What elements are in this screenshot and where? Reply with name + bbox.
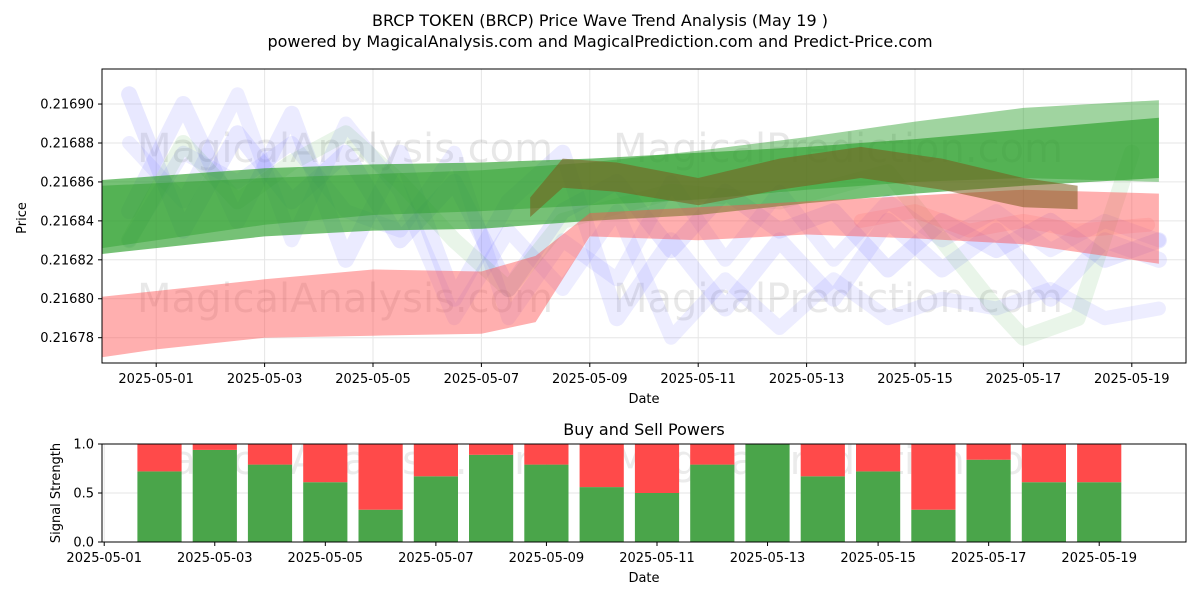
price-x-tick-label: 2025-05-01 [118,372,194,387]
signal-x-tick-label: 2025-05-19 [1061,551,1137,566]
signal-x-axis: 2025-05-01 2025-05-03 2025-05-05 2025-05-07… [66,542,1137,566]
price-y-tick-label: 0.21686 [40,175,94,190]
buy-power-bar [745,444,790,542]
buy-power-bar [911,509,956,542]
sell-power-bar [1021,444,1066,483]
buy-power-bar [690,464,735,542]
signal-x-tick-label: 2025-05-03 [177,551,253,566]
signal-y-tick-label: 0.5 [73,487,94,502]
signal-x-tick-label: 2025-05-15 [840,551,916,566]
sell-power-bar [303,444,348,483]
sell-power-bar [413,444,458,477]
signal-y-axis: 0.0 0.5 1.0 [73,438,102,551]
wave-band-red-5 [853,204,1156,238]
buy-power-bar [303,482,348,542]
buy-power-bar [524,464,569,542]
chart-title: BRCP TOKEN (BRCP) Price Wave Trend Analy… [372,11,828,30]
price-y-tick-label: 0.21690 [40,98,94,113]
buy-power-bar [137,471,182,542]
signal-x-tick-label: 2025-05-11 [619,551,695,566]
signal-x-tick-label: 2025-05-13 [730,551,806,566]
signal-x-tick-label: 2025-05-09 [509,551,585,566]
sell-power-bar [911,444,956,510]
price-series [102,86,1167,358]
sell-power-bar [137,444,182,472]
signal-x-tick-label: 2025-05-17 [951,551,1027,566]
price-y-axis-label: Price [15,202,30,234]
sell-power-bar [247,444,293,465]
buy-power-bar [966,459,1011,542]
wave-band-blue-3 [122,136,1166,326]
trend-band-red-2 [102,189,1159,358]
buy-power-bar [800,476,845,542]
buy-power-bar [1077,482,1122,542]
price-x-tick-label: 2025-05-07 [444,372,520,387]
buy-power-bar [469,454,514,542]
price-plot-frame [101,68,1187,364]
sell-power-bar [524,444,569,465]
price-x-tick-label: 2025-05-17 [986,372,1062,387]
buy-power-bar [192,449,237,542]
price-y-axis: 0.21678 0.21680 0.21682 0.21684 0.21686 0.216… [40,98,102,346]
price-y-tick-label: 0.21684 [40,214,94,229]
signal-y-tick-label: 0.0 [73,536,94,551]
sell-power-bar [690,444,735,465]
sell-power-bar [1077,444,1122,483]
price-y-tick-label: 0.21682 [40,253,94,268]
sell-power-bar [856,444,901,472]
signal-x-tick-label: 2025-05-01 [66,551,142,566]
price-x-tick-label: 2025-05-05 [335,372,411,387]
chart-subtitle: powered by MagicalAnalysis.com and Magic… [267,32,932,51]
buy-power-bar [634,493,680,542]
signal-panel: Buy and Sell Powers MagicalAnalysis.com … [49,420,1187,586]
signal-x-tick-label: 2025-05-05 [288,551,364,566]
signal-y-tick-label: 1.0 [73,438,94,453]
watermark-prediction-mid: MagicalPrediction.com [613,276,1063,322]
sell-power-bar [634,444,680,493]
price-x-tick-label: 2025-05-09 [552,372,628,387]
signal-y-axis-label: Signal Strength [49,443,64,543]
buy-power-bar [579,487,624,542]
price-x-tick-label: 2025-05-03 [227,372,303,387]
price-x-axis-label: Date [628,392,659,407]
sell-power-bar [469,444,514,455]
signal-x-axis-label: Date [628,571,659,586]
sell-power-bar [579,444,624,488]
signal-bars [137,444,1122,542]
buy-power-bar [358,509,403,542]
buy-power-bar [856,471,901,542]
price-y-tick-label: 0.21688 [40,136,94,151]
wave-band-blue-1 [121,96,1167,327]
price-x-tick-label: 2025-05-11 [660,372,736,387]
sell-power-bar [192,444,237,450]
price-x-tick-label: 2025-05-19 [1094,372,1170,387]
buy-power-bar [247,464,293,542]
price-panel: MagicalAnalysis.com MagicalPrediction.co… [15,68,1187,407]
buy-power-bar [1021,482,1066,542]
trend-band-brown-3 [530,146,1078,217]
price-x-tick-label: 2025-05-13 [769,372,845,387]
price-x-axis: 2025-05-01 2025-05-03 2025-05-05 2025-05-07… [118,363,1170,387]
sell-power-bar [800,444,845,477]
sell-power-bar [966,444,1011,460]
sell-power-bar [358,444,403,510]
price-y-tick-label: 0.21680 [40,292,94,307]
buy-power-bar [413,476,458,542]
price-y-tick-label: 0.21678 [40,331,94,346]
watermark-analysis-mid: MagicalAnalysis.com [137,276,553,322]
signal-x-tick-label: 2025-05-07 [398,551,474,566]
signal-panel-title: Buy and Sell Powers [563,420,725,439]
price-x-tick-label: 2025-05-15 [877,372,953,387]
